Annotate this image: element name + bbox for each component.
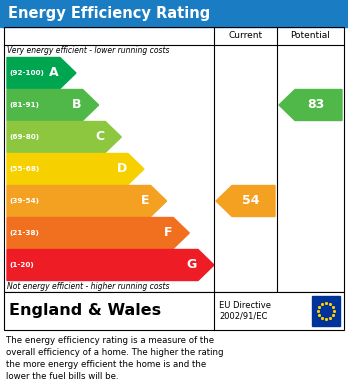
Bar: [4, 27, 344, 292]
Polygon shape: [279, 90, 342, 120]
Text: (21-38): (21-38): [9, 230, 39, 236]
Polygon shape: [7, 154, 144, 185]
Bar: [4, 292, 344, 330]
Polygon shape: [7, 90, 98, 120]
Bar: [0, 0, 348, 27]
Text: C: C: [95, 131, 104, 143]
Text: G: G: [187, 258, 197, 271]
Text: Very energy efficient - lower running costs: Very energy efficient - lower running co…: [7, 46, 169, 55]
Text: (39-54): (39-54): [9, 198, 39, 204]
Text: England & Wales: England & Wales: [9, 303, 161, 319]
Text: 83: 83: [307, 99, 324, 111]
Text: EU Directive: EU Directive: [219, 301, 271, 310]
Text: Not energy efficient - higher running costs: Not energy efficient - higher running co…: [7, 282, 169, 291]
Text: Energy Efficiency Rating: Energy Efficiency Rating: [8, 6, 210, 21]
Bar: [312, 296, 340, 326]
Text: A: A: [49, 66, 59, 79]
Polygon shape: [216, 185, 275, 217]
Text: (1-20): (1-20): [9, 262, 34, 268]
Text: (55-68): (55-68): [9, 166, 39, 172]
Text: Current: Current: [228, 32, 262, 41]
Text: Potential: Potential: [291, 32, 331, 41]
Text: The energy efficiency rating is a measure of the
overall efficiency of a home. T: The energy efficiency rating is a measur…: [6, 336, 223, 381]
Text: 2002/91/EC: 2002/91/EC: [219, 312, 267, 321]
Text: F: F: [164, 226, 172, 240]
Text: E: E: [141, 194, 150, 208]
Text: (92-100): (92-100): [9, 70, 44, 76]
Text: 54: 54: [242, 194, 260, 208]
Polygon shape: [7, 57, 76, 88]
Text: (81-91): (81-91): [9, 102, 39, 108]
Text: D: D: [117, 163, 127, 176]
Text: B: B: [72, 99, 82, 111]
Polygon shape: [7, 185, 167, 217]
Polygon shape: [7, 217, 189, 249]
Text: (69-80): (69-80): [9, 134, 39, 140]
Polygon shape: [7, 249, 214, 280]
Polygon shape: [7, 122, 121, 152]
